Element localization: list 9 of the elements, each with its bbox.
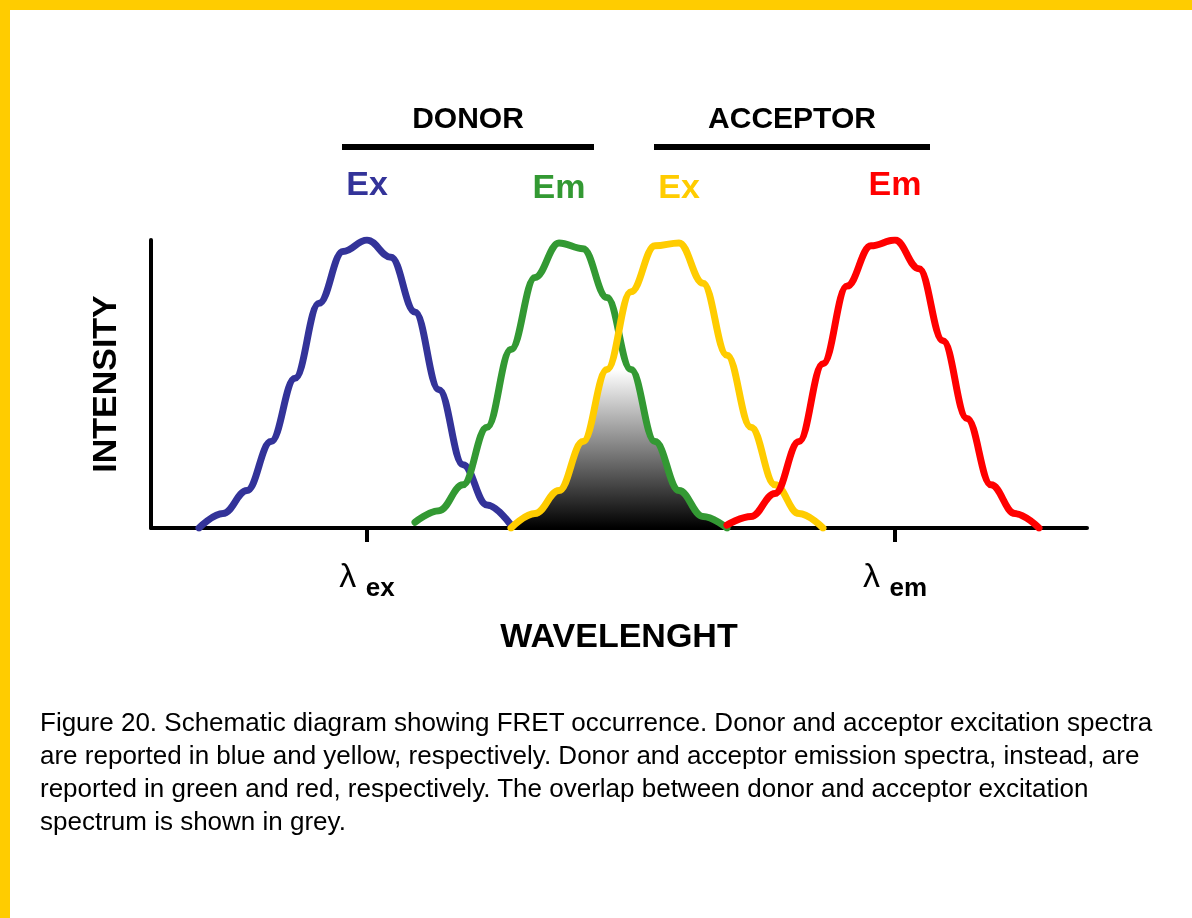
- text: ACCEPTOR: [708, 100, 877, 134]
- series-label: Em: [868, 164, 922, 202]
- caption: Figure 20. Schematic diagram showing FRET occurrence. Donor and acceptor excitation spectra are reported in blue and yellow, respectively. Donor and acceptor emission spectra, instead, are reported in green and red, respectively. The overlap between donor and acceptor excitation spectrum is shown in grey.: [40, 706, 1160, 836]
- text: DONOR: [412, 100, 525, 134]
- x-axis-title: WAVELENGHT: [500, 616, 738, 654]
- series-label: Em: [532, 166, 586, 205]
- y-axis-title: INTENSITY: [85, 294, 123, 473]
- series-label: Ex: [658, 166, 700, 205]
- series-label: Ex: [346, 164, 388, 202]
